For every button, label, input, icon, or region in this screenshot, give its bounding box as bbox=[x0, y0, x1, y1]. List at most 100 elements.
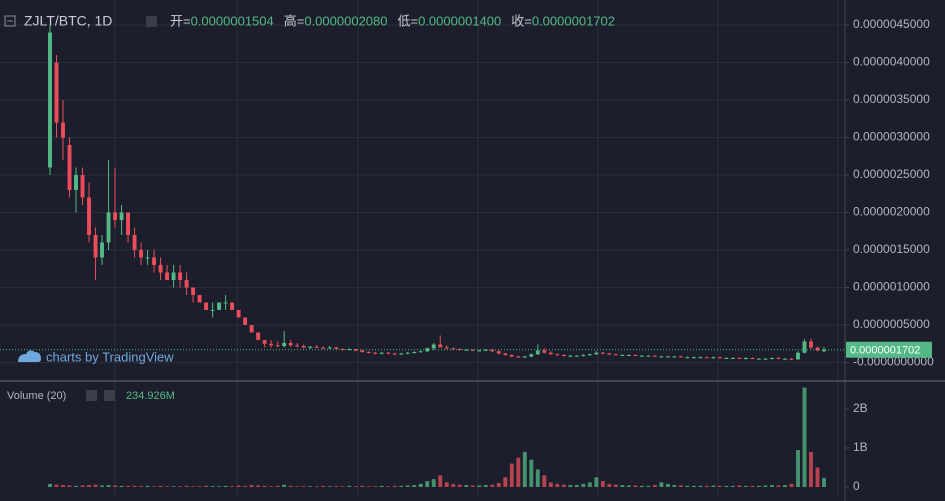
candle-body bbox=[672, 356, 677, 358]
volume-bar bbox=[373, 486, 378, 488]
candle-body bbox=[574, 355, 579, 357]
volume-bar bbox=[574, 485, 579, 488]
candle-body bbox=[665, 356, 670, 358]
candle-body bbox=[587, 354, 592, 356]
candle-body bbox=[230, 302, 235, 311]
candle-body bbox=[770, 358, 774, 360]
y-tick-label: 0.0000015000 bbox=[853, 242, 930, 256]
overlay: ZJLT/BTC, 1D 开= 0.0000001504 高= 0.000000208… bbox=[4, 13, 615, 402]
volume-bar bbox=[561, 484, 566, 488]
candle-body bbox=[145, 257, 150, 259]
last-price-label: 0.0000001702 bbox=[850, 345, 920, 357]
candle-body bbox=[54, 62, 59, 123]
candle-body bbox=[503, 353, 508, 356]
candle-body bbox=[763, 358, 768, 360]
volume-settings-button[interactable] bbox=[86, 390, 97, 401]
volume-bar bbox=[113, 485, 117, 488]
candle-body bbox=[431, 344, 436, 349]
candle-body bbox=[600, 352, 605, 354]
volume-bar bbox=[210, 486, 215, 488]
volume-bar bbox=[724, 485, 729, 488]
candle-body bbox=[48, 32, 52, 168]
volume-bar bbox=[457, 484, 462, 488]
volume-bar bbox=[737, 485, 742, 488]
y-tick-label: 0.0000035000 bbox=[853, 92, 930, 106]
candle-body bbox=[581, 355, 586, 357]
volume-bar bbox=[620, 485, 625, 488]
volume-bar bbox=[165, 486, 170, 488]
candle-body bbox=[477, 350, 482, 352]
plot: 0.0000045000 0.0000040000 0.0000035000 0.00… bbox=[0, 17, 934, 493]
volume-bar bbox=[392, 485, 397, 488]
volume-bar bbox=[685, 485, 690, 488]
volume-bar bbox=[171, 486, 176, 488]
volume-close-button[interactable] bbox=[104, 390, 115, 401]
candle-body bbox=[379, 352, 384, 354]
volume-bar bbox=[646, 485, 651, 488]
candle-body bbox=[360, 350, 365, 353]
volume-bar bbox=[522, 451, 527, 488]
candle-body bbox=[711, 357, 716, 359]
ohlc-name: 收= bbox=[511, 13, 532, 28]
volume-bar bbox=[197, 486, 202, 488]
volume-bar bbox=[74, 485, 78, 488]
candle-body bbox=[301, 346, 306, 348]
ohlc-legend: 开= 0.0000001504 高= 0.0000002080 低= 0.00000014… bbox=[170, 13, 615, 28]
ohlc-value: 0.0000002080 bbox=[304, 13, 387, 28]
candle-body bbox=[405, 352, 410, 354]
volume-tick-label: 2B bbox=[853, 401, 868, 415]
volume-bar bbox=[711, 485, 716, 488]
volume-bar bbox=[366, 486, 371, 488]
candle-body bbox=[444, 347, 449, 349]
candle-body bbox=[132, 235, 137, 251]
candle-body bbox=[438, 344, 443, 348]
volume-bar bbox=[730, 485, 735, 488]
candle-body bbox=[717, 357, 722, 359]
volume-bar bbox=[405, 485, 410, 488]
candle-body bbox=[399, 353, 404, 355]
ohlc-value: 0.0000001400 bbox=[418, 13, 501, 28]
volume-bar bbox=[223, 485, 228, 488]
volume-bar bbox=[61, 485, 65, 488]
candle-body bbox=[698, 357, 703, 359]
volume-bar bbox=[399, 485, 404, 488]
volume-bar bbox=[529, 459, 534, 488]
volume-bar bbox=[672, 485, 677, 488]
candle-body bbox=[646, 355, 651, 357]
candle-body bbox=[483, 349, 488, 351]
candle-body bbox=[386, 352, 391, 354]
candle-body bbox=[308, 346, 313, 348]
volume-bar bbox=[516, 457, 521, 488]
volume-bar bbox=[490, 484, 495, 488]
candle-body bbox=[704, 357, 709, 359]
volume-bar bbox=[496, 483, 501, 488]
volume-bar bbox=[321, 485, 326, 488]
volume-bar bbox=[236, 485, 241, 488]
settings-button[interactable] bbox=[146, 16, 157, 27]
candle-body bbox=[652, 355, 657, 357]
candle-body bbox=[152, 257, 157, 266]
volume-bar bbox=[477, 485, 482, 488]
candle-body bbox=[269, 343, 274, 346]
candle-body bbox=[165, 272, 170, 281]
y-tick-label: 0.0000040000 bbox=[853, 55, 930, 69]
y-tick-label: 0.0000005000 bbox=[853, 317, 930, 331]
collapse-button[interactable] bbox=[4, 15, 16, 27]
volume-bar bbox=[770, 485, 774, 488]
candle-body bbox=[815, 347, 820, 351]
volume-bar bbox=[360, 485, 365, 488]
volume-bar bbox=[93, 484, 98, 488]
y-tick-label: 0.0000025000 bbox=[853, 167, 930, 181]
watermark-text: charts by TradingView bbox=[46, 349, 174, 364]
candle-body bbox=[776, 358, 781, 360]
candle-body bbox=[217, 302, 222, 311]
candle-body bbox=[334, 347, 339, 350]
candle-body bbox=[204, 302, 209, 311]
candle-body bbox=[373, 352, 378, 354]
volume-bar bbox=[256, 485, 261, 488]
candle-body bbox=[347, 349, 352, 351]
volume-bar bbox=[275, 485, 280, 488]
volume-bar bbox=[717, 485, 722, 488]
symbol: ZJLT/BTC, 1D bbox=[24, 13, 112, 29]
